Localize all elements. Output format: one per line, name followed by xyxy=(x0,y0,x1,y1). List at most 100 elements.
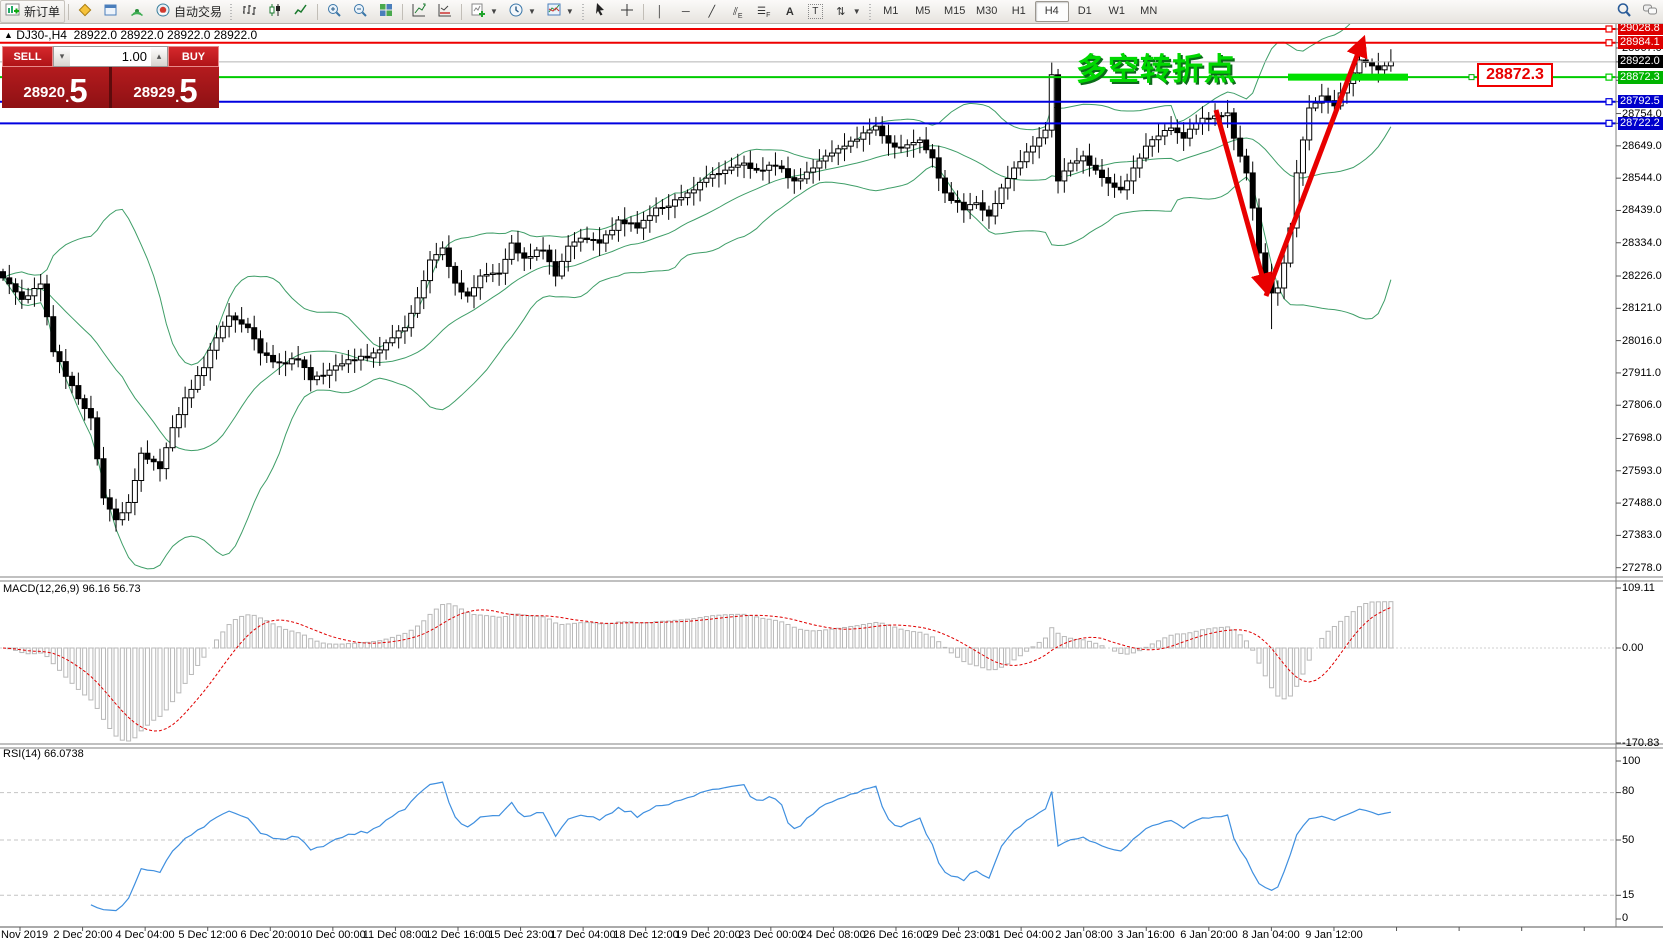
timeframe-m30-button[interactable]: M30 xyxy=(976,5,998,17)
time-axis-label: 4 Dec 04:00 xyxy=(115,929,175,941)
zoom-in-icon xyxy=(326,2,342,21)
trendline-icon: ╱ xyxy=(708,5,716,18)
time-axis-label: 24 Dec 08:00 xyxy=(800,929,866,941)
price-line-label: 28792.5 xyxy=(1618,95,1663,108)
rsi-axis-tick: 50 xyxy=(1622,834,1635,846)
volume-stepper: ▾ 1.00 ▴ xyxy=(53,46,168,67)
time-axis-label: 6 Jan 20:00 xyxy=(1180,929,1238,941)
market-watch-icon xyxy=(77,2,93,21)
trendline-tool-button[interactable]: ╱ xyxy=(699,0,725,23)
indicator-list-button[interactable] xyxy=(406,0,432,23)
time-axis-label: 9 Nov 2019 xyxy=(0,929,49,941)
fibonacci-icon: ☰F xyxy=(757,5,771,19)
rsi-axis-tick: 80 xyxy=(1622,785,1635,797)
timeframe-w1-button[interactable]: W1 xyxy=(1108,5,1125,17)
volume-value[interactable]: 1.00 xyxy=(121,49,147,64)
chart-ohlc-values: 28922.0 28922.0 28922.0 28922.0 xyxy=(73,28,258,42)
rsi-axis-tick: 100 xyxy=(1622,755,1641,767)
timeframe-m15-button[interactable]: M15 xyxy=(944,5,966,17)
macd-indicator-label: MACD(12,26,9) 96.16 56.73 xyxy=(3,583,141,595)
vline-icon: │ xyxy=(656,5,664,18)
price-axis-tick: 27911.0 xyxy=(1622,367,1661,379)
time-axis-label: 15 Dec 23:00 xyxy=(488,929,554,941)
price-axis-tick: 28544.0 xyxy=(1622,172,1662,184)
indicator-window-icon xyxy=(437,2,453,21)
channel-tool-button[interactable]: ⫽E xyxy=(725,0,751,23)
timeframe-mn-button[interactable]: MN xyxy=(1140,5,1158,17)
signal-button[interactable] xyxy=(124,0,150,23)
search-icon xyxy=(1616,2,1632,21)
timeframe-m5-button[interactable]: M5 xyxy=(915,5,931,17)
chart-ohlc-title: ▲ DJ30-,H4 28922.0 28922.0 28922.0 28922… xyxy=(4,28,257,42)
rsi-axis-tick: 0 xyxy=(1622,912,1629,924)
volume-decrease-button[interactable]: ▾ xyxy=(54,47,70,66)
period-button[interactable]: ▼ xyxy=(503,0,541,23)
time-axis-label: 3 Jan 16:00 xyxy=(1117,929,1175,941)
arrows-icon: ⇅ xyxy=(836,5,846,18)
sell-button[interactable]: SELL xyxy=(2,46,53,67)
chat-button[interactable] xyxy=(1637,0,1663,23)
time-axis-label: 18 Dec 12:00 xyxy=(613,929,679,941)
horizontal-line-tool-button[interactable]: ─ xyxy=(673,0,699,23)
bar-chart-button[interactable] xyxy=(236,0,262,23)
turning-point-annotation[interactable]: 多空转折点 xyxy=(1076,52,1236,87)
text-icon: A xyxy=(785,5,794,18)
windows-button[interactable] xyxy=(98,0,124,23)
cursor-icon xyxy=(593,2,609,21)
price-callout-box[interactable]: 28872.3 xyxy=(1477,63,1553,87)
sell-price[interactable]: 28920. 5 xyxy=(2,67,109,108)
search-button[interactable] xyxy=(1611,0,1637,23)
main-toolbar: 新订单 自动交易 ▼ ▼ ▼ │ ─ ╱ ⫽E ☰F A T ⇅ ▼ M1 M5 M15 M30 H1 H4 D1 W1 M… xyxy=(0,0,1663,24)
timeframe-h1-button[interactable]: H1 xyxy=(1011,5,1026,17)
buy-button[interactable]: BUY xyxy=(168,46,219,67)
vertical-line-tool-button[interactable]: │ xyxy=(647,0,673,23)
signal-icon xyxy=(129,2,145,21)
new-order-chart-icon xyxy=(5,2,21,21)
zoom-out-button[interactable] xyxy=(347,0,373,23)
candlestick-icon xyxy=(267,2,283,21)
price-axis-tick: 28016.0 xyxy=(1622,335,1662,347)
arrows-tool-button[interactable]: ⇅ ▼ xyxy=(828,0,866,23)
new-order-button[interactable]: 新订单 xyxy=(0,0,66,23)
price-axis-tick: 28121.0 xyxy=(1622,302,1662,314)
timeframe-h4-button[interactable]: H4 xyxy=(1034,1,1069,22)
crosshair-icon xyxy=(619,2,635,21)
tile-windows-button[interactable] xyxy=(373,0,399,23)
price-axis-tick: 27383.0 xyxy=(1622,529,1662,541)
time-axis-label: 29 Dec 23:00 xyxy=(926,929,992,941)
new-chart-button[interactable]: ▼ xyxy=(465,0,503,23)
text-tool-button[interactable]: A xyxy=(777,0,803,23)
volume-increase-button[interactable]: ▴ xyxy=(151,47,167,66)
label-tool-button[interactable]: T xyxy=(803,0,828,23)
time-axis-label: 6 Dec 20:00 xyxy=(240,929,300,941)
time-axis-label: 26 Dec 16:00 xyxy=(863,929,929,941)
zoom-out-icon xyxy=(352,2,368,21)
cursor-tool-button[interactable] xyxy=(588,0,614,23)
fibonacci-tool-button[interactable]: ☰F xyxy=(751,0,777,23)
time-axis-label: 10 Dec 00:00 xyxy=(300,929,366,941)
autotrade-icon xyxy=(155,2,171,21)
rsi-axis-tick: 15 xyxy=(1622,889,1635,901)
template-button[interactable]: ▼ xyxy=(541,0,579,23)
timeframe-d1-button[interactable]: D1 xyxy=(1077,5,1092,17)
timeframe-m1-button[interactable]: M1 xyxy=(883,5,899,17)
indicator-window-button[interactable] xyxy=(432,0,458,23)
crosshair-tool-button[interactable] xyxy=(614,0,640,23)
chevron-down-icon: ▼ xyxy=(852,7,861,16)
price-axis-tick: 28226.0 xyxy=(1622,270,1662,282)
price-axis-tick: 27593.0 xyxy=(1622,465,1662,477)
collapse-triangle-icon[interactable]: ▲ xyxy=(4,30,13,40)
market-watch-button[interactable] xyxy=(72,0,98,23)
price-line-label: 28722.2 xyxy=(1618,117,1663,130)
time-axis-label: 9 Jan 12:00 xyxy=(1305,929,1363,941)
chevron-down-icon: ▼ xyxy=(490,7,498,16)
zoom-in-button[interactable] xyxy=(321,0,347,23)
buy-price[interactable]: 28929. 5 xyxy=(112,67,219,108)
time-axis-label: 2 Dec 20:00 xyxy=(53,929,113,941)
candlestick-button[interactable] xyxy=(262,0,288,23)
time-axis-label: 8 Jan 04:00 xyxy=(1242,929,1300,941)
autotrade-button[interactable]: 自动交易 xyxy=(150,0,227,23)
chevron-down-icon: ▼ xyxy=(565,7,574,16)
line-chart-button[interactable] xyxy=(288,0,314,23)
